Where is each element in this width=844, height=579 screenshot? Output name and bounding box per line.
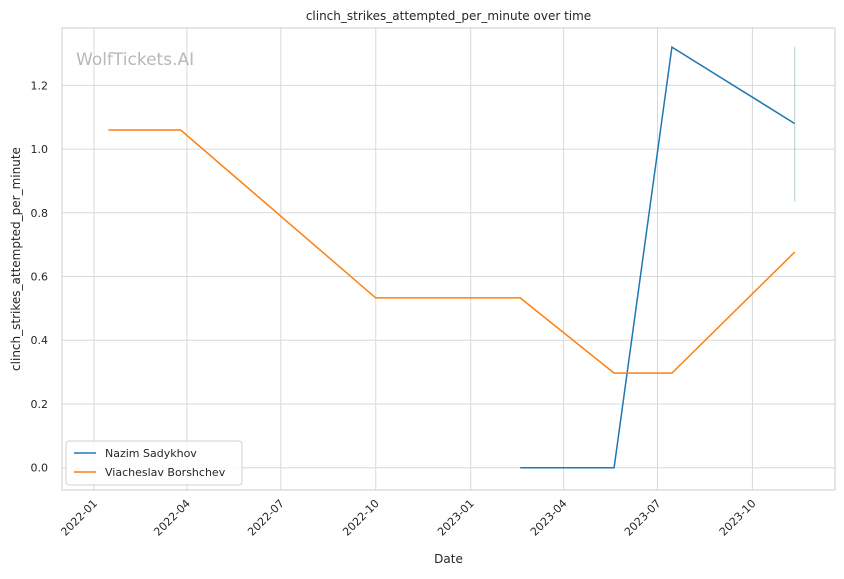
legend-label: Nazim Sadykhov (105, 447, 197, 460)
legend-label: Viacheslav Borshchev (105, 466, 226, 479)
x-tick-label: 2022-10 (340, 497, 382, 539)
plot-frame (61, 27, 836, 491)
x-axis-ticks: 2022-01 2022-04 2022-07 2022-10 2023-01 2023-… (58, 497, 758, 539)
x-tick-label: 2023-01 (435, 497, 477, 539)
x-tick-label: 2022-01 (58, 497, 100, 539)
watermark: WolfTickets.AI (76, 50, 194, 70)
y-tick-label: 0.4 (31, 334, 49, 347)
legend: Nazim Sadykhov Viacheslav Borshchev (65, 440, 243, 486)
y-axis-ticks: 0.0 0.2 0.4 0.6 0.8 1.0 1.2 (31, 79, 49, 474)
chart-title: clinch_strikes_attempted_per_minute over… (306, 9, 591, 23)
y-tick-label: 1.0 (31, 143, 49, 156)
series-line-1 (108, 129, 796, 374)
series-line-0 (520, 45, 796, 469)
grid (62, 28, 835, 490)
x-tick-label: 2022-07 (245, 497, 287, 539)
x-tick-label: 2023-07 (622, 497, 664, 539)
y-tick-label: 0.6 (31, 271, 49, 284)
x-axis-label: Date (434, 552, 463, 566)
y-tick-label: 0.2 (31, 398, 49, 411)
y-axis-label: clinch_strikes_attempted_per_minute (9, 147, 23, 371)
legend-box (65, 440, 243, 486)
y-tick-label: 0.8 (31, 207, 49, 220)
x-tick-label: 2023-04 (528, 497, 570, 539)
y-tick-label: 1.2 (31, 79, 49, 92)
y-tick-label: 0.0 (31, 462, 49, 475)
x-tick-label: 2022-04 (151, 497, 193, 539)
x-tick-label: 2023-10 (717, 497, 759, 539)
series-lines (108, 45, 796, 469)
